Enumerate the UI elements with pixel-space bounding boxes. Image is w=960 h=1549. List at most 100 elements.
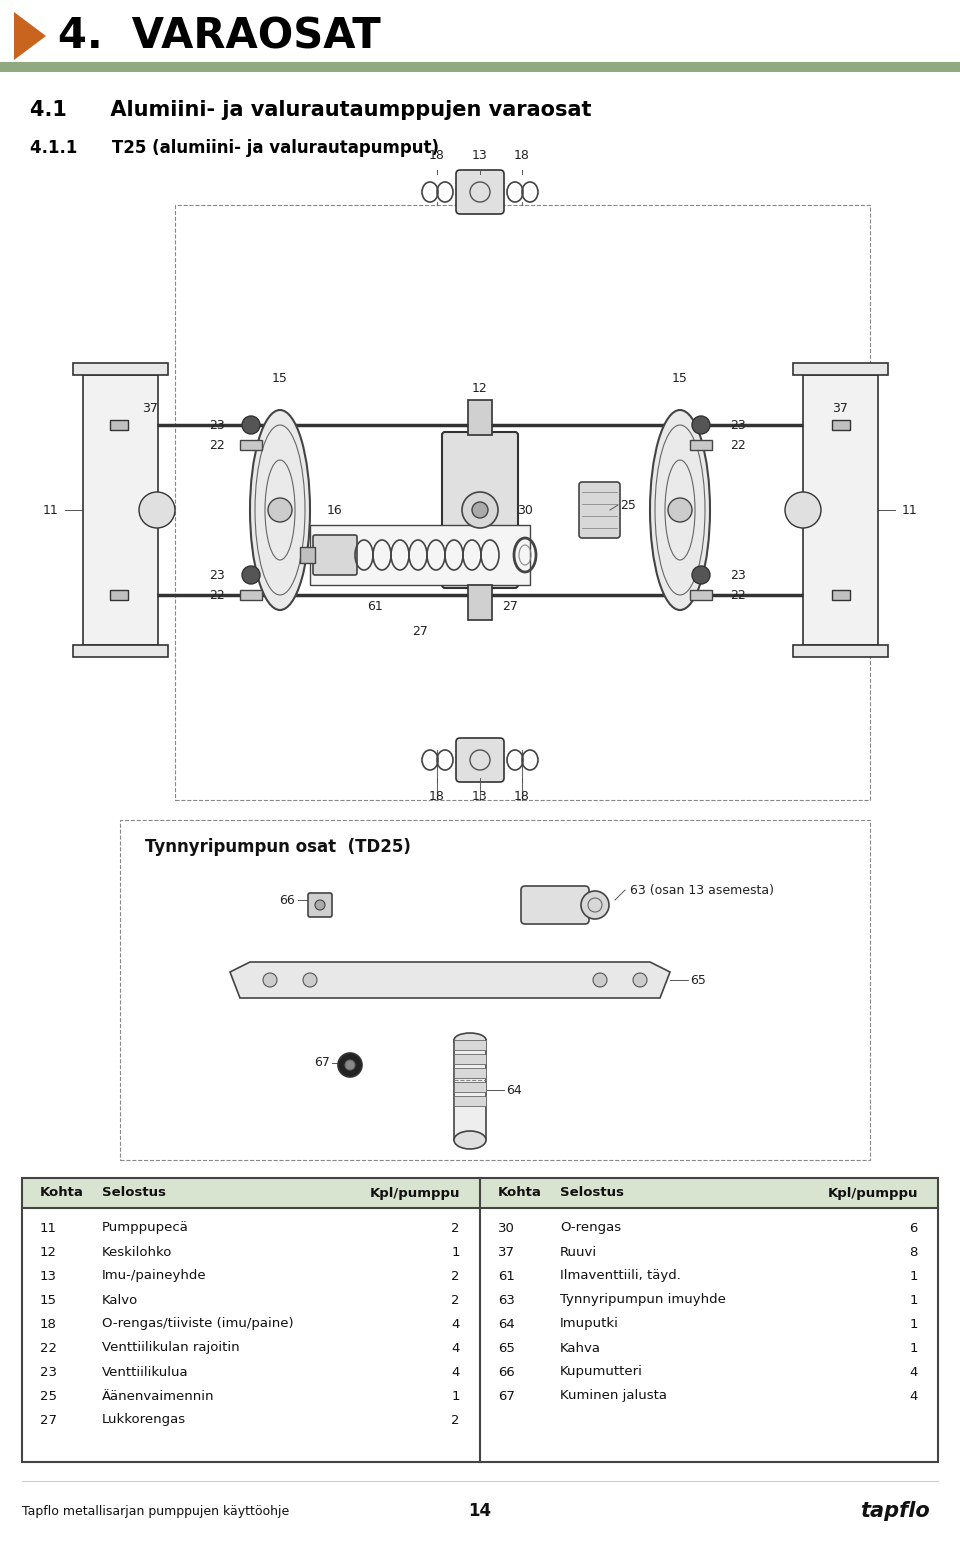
Text: 4: 4 (910, 1389, 918, 1402)
Text: 30: 30 (517, 503, 533, 517)
Text: 61: 61 (498, 1270, 515, 1283)
Bar (310, 525, 530, 586)
Bar (0, 62, 960, 71)
Bar (73, 362, 168, 375)
Circle shape (785, 493, 821, 528)
Text: 67: 67 (498, 1389, 515, 1402)
Text: 22: 22 (730, 589, 746, 601)
Bar (454, 1067, 486, 1078)
Circle shape (581, 891, 609, 919)
Text: Ruuvi: Ruuvi (560, 1245, 597, 1258)
Text: 37: 37 (142, 403, 158, 415)
Circle shape (692, 565, 710, 584)
Text: 11: 11 (40, 1222, 57, 1235)
Text: 18: 18 (429, 790, 444, 802)
Circle shape (268, 497, 292, 522)
Text: 13: 13 (472, 149, 488, 163)
Polygon shape (230, 962, 670, 998)
FancyBboxPatch shape (442, 432, 518, 589)
Text: 2: 2 (451, 1414, 460, 1427)
Text: Tynnyripumpun imuyhde: Tynnyripumpun imuyhde (560, 1293, 726, 1306)
Polygon shape (14, 12, 46, 60)
Text: O-rengas: O-rengas (560, 1222, 621, 1235)
Text: 4.  VARAOSAT: 4. VARAOSAT (58, 15, 381, 57)
FancyBboxPatch shape (313, 534, 357, 575)
Text: 4: 4 (451, 1341, 460, 1354)
Text: 4.1.1      T25 (alumiini- ja valurautapumput): 4.1.1 T25 (alumiini- ja valurautapumput) (30, 139, 439, 156)
Text: Kohta: Kohta (40, 1187, 84, 1199)
Text: 22: 22 (730, 438, 746, 451)
Bar (120, 819, 870, 1160)
Text: 1: 1 (909, 1318, 918, 1331)
Text: 2: 2 (451, 1222, 460, 1235)
Text: Kupumutteri: Kupumutteri (560, 1366, 643, 1379)
Text: 2: 2 (451, 1270, 460, 1283)
Text: 8: 8 (910, 1245, 918, 1258)
Circle shape (242, 417, 260, 434)
Text: 11: 11 (42, 503, 58, 516)
Bar (454, 1039, 486, 1140)
Text: 12: 12 (40, 1245, 57, 1258)
Text: 13: 13 (40, 1270, 57, 1283)
Bar (110, 590, 128, 599)
Text: 1: 1 (909, 1293, 918, 1306)
Circle shape (242, 565, 260, 584)
Text: 1: 1 (451, 1389, 460, 1402)
Text: 64: 64 (498, 1318, 515, 1331)
Text: 11: 11 (902, 503, 918, 516)
Text: 23: 23 (730, 568, 746, 581)
Text: Kahva: Kahva (560, 1341, 601, 1354)
Text: 18: 18 (514, 149, 530, 163)
Text: 4: 4 (910, 1366, 918, 1379)
Bar (454, 1083, 486, 1092)
FancyBboxPatch shape (456, 737, 504, 782)
Text: 63 (osan 13 asemesta): 63 (osan 13 asemesta) (630, 883, 774, 897)
Circle shape (462, 493, 498, 528)
Text: 27: 27 (502, 599, 518, 613)
Bar (803, 375, 878, 644)
Bar (300, 547, 315, 562)
Bar (468, 400, 492, 435)
Text: 37: 37 (832, 403, 848, 415)
Text: 25: 25 (40, 1389, 57, 1402)
Text: 12: 12 (472, 383, 488, 395)
Text: 67: 67 (314, 1056, 330, 1069)
Circle shape (633, 973, 647, 987)
Text: 22: 22 (209, 589, 225, 601)
Text: Kuminen jalusta: Kuminen jalusta (560, 1389, 667, 1402)
Ellipse shape (454, 1131, 486, 1149)
Text: 1: 1 (451, 1245, 460, 1258)
Ellipse shape (454, 1033, 486, 1047)
Text: 27: 27 (40, 1414, 57, 1427)
Text: Tynnyripumpun osat  (TD25): Tynnyripumpun osat (TD25) (145, 838, 411, 857)
Text: 63: 63 (498, 1293, 515, 1306)
Text: 4: 4 (451, 1366, 460, 1379)
Ellipse shape (650, 410, 710, 610)
Text: 64: 64 (506, 1083, 521, 1097)
Text: 18: 18 (429, 149, 444, 163)
Text: 22: 22 (40, 1341, 57, 1354)
Text: Imuputki: Imuputki (560, 1318, 619, 1331)
Text: 37: 37 (498, 1245, 515, 1258)
Text: Keskilohko: Keskilohko (102, 1245, 173, 1258)
Circle shape (345, 1060, 355, 1070)
Bar (832, 420, 850, 431)
Bar (690, 440, 712, 451)
Bar (110, 420, 128, 431)
Text: 4.1      Alumiini- ja valurautaumppujen varaosat: 4.1 Alumiini- ja valurautaumppujen varao… (30, 101, 591, 119)
Ellipse shape (250, 410, 310, 610)
Circle shape (139, 493, 175, 528)
Circle shape (263, 973, 277, 987)
Text: Selostus: Selostus (560, 1187, 624, 1199)
Text: Lukkorengas: Lukkorengas (102, 1414, 186, 1427)
Text: 1: 1 (909, 1270, 918, 1283)
Text: 4: 4 (451, 1318, 460, 1331)
Circle shape (668, 497, 692, 522)
Text: 25: 25 (620, 499, 636, 511)
Bar (175, 204, 870, 799)
Text: 23: 23 (40, 1366, 57, 1379)
Text: 30: 30 (498, 1222, 515, 1235)
Text: 18: 18 (40, 1318, 57, 1331)
Text: Ilmaventtiili, täyd.: Ilmaventtiili, täyd. (560, 1270, 681, 1283)
Text: Kpl/pumppu: Kpl/pumppu (370, 1187, 460, 1199)
